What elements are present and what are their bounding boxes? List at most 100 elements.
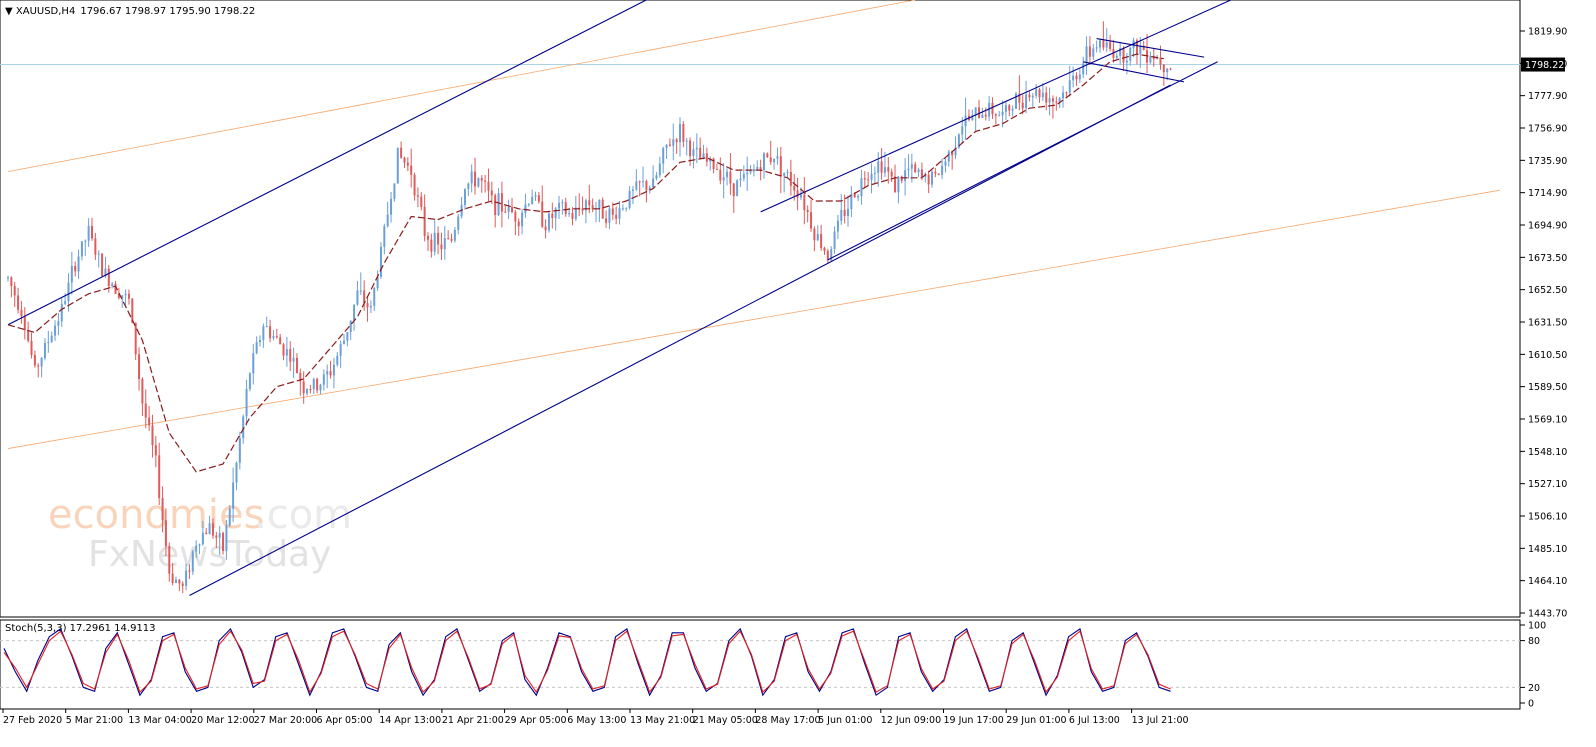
candle-body bbox=[847, 208, 849, 217]
candle-body bbox=[27, 330, 30, 341]
candle-body bbox=[941, 165, 944, 175]
candle-body bbox=[1135, 40, 1138, 54]
candle-body bbox=[450, 238, 453, 241]
candle-body bbox=[346, 331, 349, 341]
candle-body bbox=[984, 114, 987, 117]
candle-body bbox=[13, 286, 16, 296]
candle-body bbox=[511, 206, 513, 213]
candle-body bbox=[104, 268, 107, 277]
candle-body bbox=[117, 293, 120, 298]
candle-body bbox=[326, 371, 329, 375]
candle-body bbox=[544, 226, 547, 231]
candle-body bbox=[843, 209, 846, 217]
candle-body bbox=[97, 253, 100, 255]
candle-body bbox=[850, 193, 853, 209]
candle-body bbox=[564, 202, 567, 215]
candle-body bbox=[1018, 93, 1021, 103]
candle-body bbox=[1025, 94, 1028, 109]
price-tick-label: 1464.10 bbox=[1528, 576, 1567, 587]
candle-body bbox=[621, 208, 624, 210]
candle-body bbox=[823, 247, 826, 251]
candle-body bbox=[188, 570, 191, 572]
candle-body bbox=[947, 151, 950, 162]
time-tick-label: 13 Mar 04:00 bbox=[128, 715, 191, 726]
trendline-orange-upper bbox=[7, 0, 916, 173]
candle-body bbox=[1105, 42, 1108, 48]
stochastic-tick-label: 20 bbox=[1528, 683, 1540, 694]
candle-body bbox=[359, 290, 362, 292]
candle-body bbox=[17, 295, 20, 310]
candle-body bbox=[591, 205, 594, 210]
candle-body bbox=[54, 325, 57, 336]
candle-body bbox=[144, 403, 147, 418]
candle-body bbox=[447, 238, 450, 240]
candle-body bbox=[937, 173, 940, 175]
candle-body bbox=[141, 378, 144, 404]
candle-body bbox=[420, 196, 423, 207]
trendline-blue-short-lower bbox=[827, 61, 1218, 261]
candle-body bbox=[111, 283, 114, 286]
candle-body bbox=[672, 139, 675, 146]
candle-body bbox=[252, 353, 255, 374]
candle-body bbox=[524, 204, 527, 213]
current-price-label: 1798.22 bbox=[1525, 60, 1564, 71]
candle-body bbox=[527, 204, 530, 206]
current-price-box bbox=[1521, 57, 1565, 72]
candle-body bbox=[1015, 93, 1017, 109]
candle-body bbox=[715, 169, 718, 171]
candle-body bbox=[910, 164, 913, 169]
candle-body bbox=[978, 107, 981, 118]
price-tick-label: 1735.90 bbox=[1528, 156, 1567, 167]
candle-body bbox=[312, 378, 315, 390]
candle-body bbox=[991, 102, 994, 115]
symbol-text: XAUUSD,H4 bbox=[16, 6, 75, 17]
candle-body bbox=[773, 158, 776, 163]
candle-body bbox=[776, 156, 779, 159]
candle-body bbox=[907, 168, 910, 171]
candle-body bbox=[685, 140, 688, 142]
candle-body bbox=[927, 174, 930, 185]
candle-body bbox=[789, 171, 792, 186]
candle-body bbox=[799, 194, 802, 198]
candle-body bbox=[931, 171, 933, 185]
candle-body bbox=[211, 523, 214, 536]
svg-text:FxNewsToday: FxNewsToday bbox=[88, 534, 331, 575]
candle-body bbox=[477, 178, 480, 187]
candle-body bbox=[295, 357, 298, 374]
candle-body bbox=[615, 214, 618, 219]
candle-body bbox=[803, 194, 806, 211]
stochastic-tick-label: 80 bbox=[1528, 636, 1540, 647]
candle-body bbox=[863, 178, 866, 180]
candle-body bbox=[7, 277, 9, 279]
candle-body bbox=[47, 342, 50, 344]
time-tick-label: 13 May 21:00 bbox=[630, 715, 695, 726]
price-tick-label: 1506.10 bbox=[1528, 512, 1567, 523]
candle-body bbox=[951, 151, 954, 156]
candle-body bbox=[554, 208, 557, 218]
candle-body bbox=[642, 181, 645, 183]
candle-body bbox=[1031, 95, 1034, 98]
price-tick-label: 1569.10 bbox=[1528, 415, 1567, 426]
candle-body bbox=[1159, 57, 1162, 65]
candle-body bbox=[584, 200, 587, 211]
candle-body bbox=[64, 301, 67, 304]
candle-body bbox=[981, 114, 984, 118]
candle-body bbox=[148, 417, 151, 426]
candle-body bbox=[259, 339, 261, 343]
candle-body bbox=[826, 250, 829, 261]
candle-body bbox=[1068, 80, 1071, 93]
candle-body bbox=[534, 195, 537, 197]
candle-body bbox=[786, 171, 789, 173]
candle-body bbox=[171, 573, 174, 583]
candle-body bbox=[369, 305, 372, 308]
candle-body bbox=[279, 337, 282, 345]
candle-body bbox=[766, 153, 769, 158]
candle-body bbox=[198, 544, 201, 546]
price-tick-label: 1714.90 bbox=[1528, 188, 1567, 199]
candle-body bbox=[1166, 68, 1169, 73]
candle-body bbox=[1021, 102, 1024, 109]
candle-body bbox=[37, 365, 40, 367]
price-tick-label: 1589.50 bbox=[1528, 382, 1567, 393]
candle-body bbox=[752, 169, 755, 172]
candle-body bbox=[695, 147, 698, 150]
